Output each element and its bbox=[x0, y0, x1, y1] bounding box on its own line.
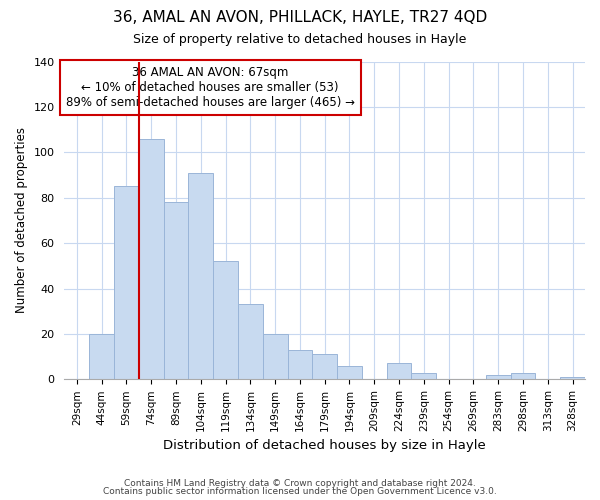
Bar bbox=[511, 372, 535, 380]
Bar bbox=[114, 186, 139, 380]
Text: 36 AMAL AN AVON: 67sqm
← 10% of detached houses are smaller (53)
89% of semi-det: 36 AMAL AN AVON: 67sqm ← 10% of detached… bbox=[65, 66, 355, 110]
Bar bbox=[263, 334, 287, 380]
Y-axis label: Number of detached properties: Number of detached properties bbox=[15, 128, 28, 314]
Bar bbox=[213, 262, 238, 380]
Bar bbox=[560, 377, 585, 380]
Bar bbox=[313, 354, 337, 380]
Bar bbox=[386, 364, 412, 380]
Bar bbox=[486, 375, 511, 380]
Bar bbox=[287, 350, 313, 380]
Text: Contains HM Land Registry data © Crown copyright and database right 2024.: Contains HM Land Registry data © Crown c… bbox=[124, 478, 476, 488]
Bar bbox=[164, 202, 188, 380]
Text: 36, AMAL AN AVON, PHILLACK, HAYLE, TR27 4QD: 36, AMAL AN AVON, PHILLACK, HAYLE, TR27 … bbox=[113, 10, 487, 25]
Bar bbox=[89, 334, 114, 380]
Bar bbox=[139, 138, 164, 380]
Bar bbox=[412, 372, 436, 380]
Bar bbox=[188, 172, 213, 380]
Bar bbox=[337, 366, 362, 380]
Text: Contains public sector information licensed under the Open Government Licence v3: Contains public sector information licen… bbox=[103, 487, 497, 496]
Bar bbox=[238, 304, 263, 380]
X-axis label: Distribution of detached houses by size in Hayle: Distribution of detached houses by size … bbox=[163, 440, 486, 452]
Text: Size of property relative to detached houses in Hayle: Size of property relative to detached ho… bbox=[133, 32, 467, 46]
